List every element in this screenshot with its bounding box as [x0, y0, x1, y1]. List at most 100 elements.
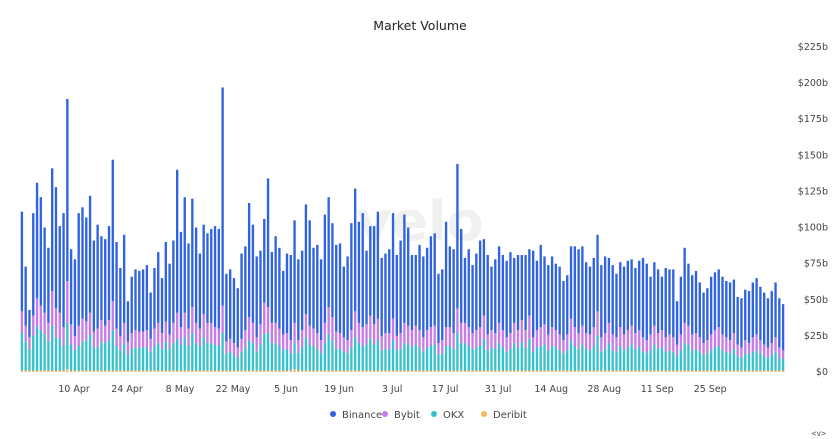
y-tick-label: $100b — [798, 223, 828, 234]
bar-segment-deribit-51 — [213, 370, 217, 372]
bar-segment-bybit-7 — [47, 322, 50, 342]
bar-segment-deribit-189 — [736, 370, 739, 372]
bar-segment-bybit-35 — [153, 328, 156, 346]
bar-segment-bybit-121 — [478, 327, 482, 346]
bar-segment-bybit-192 — [747, 343, 751, 355]
legend-label-okx[interactable]: OKX — [443, 410, 464, 421]
y-tick-label: $25b — [804, 331, 828, 342]
bar-segment-deribit-194 — [755, 370, 758, 372]
bar-segment-bybit-159 — [622, 334, 626, 351]
bar-segment-binance-4 — [35, 182, 39, 299]
bar-segment-deribit-33 — [145, 370, 149, 372]
bar-segment-deribit-42 — [179, 370, 183, 372]
bar-segment-bybit-109 — [433, 325, 436, 345]
bar-segment-okx-38 — [164, 341, 167, 371]
bar-segment-binance-15 — [77, 213, 80, 326]
bar-segment-binance-82 — [331, 223, 334, 318]
bar-segment-bybit-122 — [482, 315, 486, 339]
bar-segment-bybit-126 — [497, 322, 501, 344]
bar-segment-deribit-84 — [338, 370, 342, 372]
legend-marker-bybit — [382, 411, 388, 417]
bar-segment-binance-170 — [664, 268, 667, 338]
bar-segment-bybit-41 — [175, 312, 179, 339]
bar-segment-deribit-117 — [463, 370, 467, 372]
legend-label-deribit[interactable]: Deribit — [493, 410, 527, 421]
bar-segment-okx-160 — [626, 347, 630, 371]
bar-segment-binance-131 — [516, 255, 520, 331]
bar-segment-bybit-58 — [240, 338, 243, 352]
bar-segment-bybit-119 — [471, 333, 474, 349]
bar-segment-okx-162 — [634, 348, 637, 371]
bar-segment-bybit-43 — [183, 312, 186, 338]
bar-segment-okx-88 — [353, 337, 357, 371]
bar-segment-binance-51 — [213, 226, 217, 328]
bar-segment-okx-199 — [774, 351, 777, 371]
bar-segment-deribit-80 — [323, 370, 327, 372]
bar-segment-okx-69 — [282, 350, 285, 371]
bar-segment-okx-36 — [157, 343, 160, 371]
bar-segment-binance-184 — [717, 269, 720, 328]
bar-segment-bybit-156 — [611, 334, 614, 351]
bar-segment-bybit-1 — [24, 325, 27, 342]
bar-segment-deribit-25 — [115, 370, 118, 372]
bar-segment-deribit-197 — [766, 370, 770, 372]
bar-segment-okx-105 — [418, 347, 421, 371]
corner-label[interactable]: <v> — [812, 429, 827, 438]
bar-segment-okx-130 — [513, 343, 516, 371]
bar-segment-binance-155 — [607, 257, 611, 323]
bar-segment-binance-22 — [104, 239, 107, 326]
bar-segment-bybit-4 — [35, 298, 39, 326]
bar-segment-deribit-190 — [740, 370, 743, 372]
bar-segment-bybit-95 — [380, 335, 383, 351]
bar-segment-deribit-37 — [160, 370, 164, 372]
bar-segment-deribit-65 — [266, 370, 270, 372]
bar-segment-okx-24 — [111, 330, 114, 371]
bar-segment-okx-137 — [539, 346, 542, 371]
bar-segment-deribit-110 — [437, 370, 440, 372]
bar-segment-okx-169 — [660, 347, 664, 371]
bar-segment-okx-115 — [456, 333, 459, 371]
watermark: velo — [356, 190, 483, 253]
bar-segment-okx-102 — [407, 344, 410, 371]
bar-segment-bybit-86 — [346, 340, 349, 354]
bar-segment-okx-6 — [43, 334, 46, 371]
legend[interactable]: Binance Bybit OKX Deribit — [330, 410, 527, 421]
bar-segment-okx-43 — [183, 337, 186, 371]
bar-segment-bybit-116 — [460, 322, 463, 344]
bar-segment-binance-124 — [490, 266, 493, 331]
bar-segment-bybit-142 — [558, 334, 561, 351]
bar-segment-binance-171 — [668, 269, 671, 335]
x-axis: 10 Apr 24 Apr 8 May 22 May 5 Jun 19 Jun 3 Jul 1… — [58, 384, 726, 395]
bar-segment-okx-72 — [293, 343, 296, 370]
bar-segment-okx-52 — [217, 346, 220, 371]
bar-segment-okx-151 — [592, 346, 595, 371]
legend-label-binance[interactable]: Binance — [342, 410, 382, 421]
bar-segment-binance-135 — [531, 250, 535, 338]
bar-segment-bybit-190 — [740, 347, 743, 358]
bar-segment-binance-152 — [596, 234, 599, 312]
bar-segment-bybit-161 — [630, 325, 633, 345]
bar-segment-okx-144 — [566, 350, 569, 371]
bar-segment-bybit-172 — [672, 337, 675, 352]
bar-segment-okx-136 — [535, 347, 539, 371]
bar-segment-deribit-39 — [168, 370, 171, 372]
bar-segment-bybit-111 — [441, 340, 444, 354]
bar-segment-bybit-127 — [501, 330, 505, 348]
bar-segment-binance-71 — [289, 255, 292, 341]
bar-segment-bybit-179 — [698, 337, 701, 352]
bar-segment-deribit-17 — [85, 370, 88, 372]
legend-label-bybit[interactable]: Bybit — [394, 410, 420, 421]
bar-segment-binance-30 — [134, 269, 137, 331]
bar-segment-okx-121 — [478, 346, 482, 371]
bar-segment-binance-10 — [58, 226, 61, 313]
bar-segment-binance-46 — [194, 227, 198, 323]
bar-segment-bybit-62 — [255, 337, 258, 352]
bar-segment-okx-92 — [369, 338, 372, 371]
bar-segment-okx-181 — [706, 353, 709, 371]
bar-segment-deribit-166 — [649, 370, 652, 372]
bar-segment-okx-8 — [51, 325, 54, 371]
bar-segment-deribit-177 — [691, 370, 694, 372]
bar-segment-binance-132 — [520, 255, 523, 320]
bar-segment-bybit-162 — [634, 333, 637, 349]
bar-segment-okx-99 — [395, 350, 398, 371]
